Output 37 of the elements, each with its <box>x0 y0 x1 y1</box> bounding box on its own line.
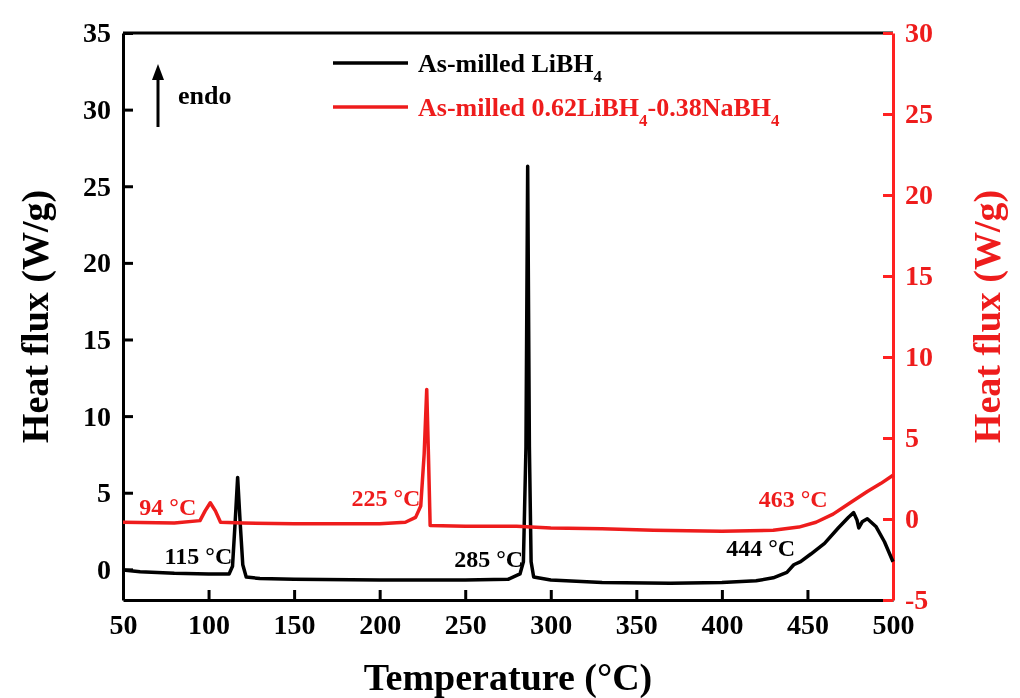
x-tick-label: 200 <box>359 608 402 640</box>
legend-label: As-milled LiBH$_{4}$ <box>418 49 603 86</box>
x-tick-label: 350 <box>615 608 658 640</box>
x-tick-label: 300 <box>530 608 573 640</box>
y2-tick-label: 25 <box>905 98 933 130</box>
y2-tick-label: 0 <box>905 503 919 535</box>
x-tick-label: 150 <box>273 608 316 640</box>
y2-tick-label: 20 <box>905 179 933 211</box>
x-tick-label: 100 <box>188 608 231 640</box>
y2-tick-label: 10 <box>905 341 933 373</box>
y2-tick-label: 30 <box>905 17 933 49</box>
y-tick-label: 25 <box>83 170 111 202</box>
y-tick-label: 15 <box>83 323 111 355</box>
x-tick-label: 450 <box>786 608 829 640</box>
y-tick-label: 20 <box>83 247 111 279</box>
annotation: 115 °C <box>164 542 233 569</box>
annotation: 444 °C <box>726 535 796 562</box>
annotation: 225 °C <box>351 484 421 511</box>
y-tick-label: 30 <box>83 94 111 126</box>
annotation: 285 °C <box>454 546 524 573</box>
x-axis-title: Temperature (°C) <box>363 656 653 698</box>
y-tick-label: 5 <box>97 477 111 509</box>
legend-label: As-milled 0.62LiBH$_{4}$-0.38NaBH$_{4}$ <box>418 93 780 130</box>
x-tick-label: 250 <box>444 608 487 640</box>
line-series <box>121 387 895 533</box>
annotation: 94 °C <box>139 493 197 520</box>
y-tick-label: 35 <box>83 17 111 49</box>
y2-tick-label: 5 <box>905 422 919 454</box>
y-tick-label: 10 <box>83 400 111 432</box>
y-tick-label: 0 <box>97 553 111 585</box>
x-tick-label: 400 <box>701 608 744 640</box>
y-axis-title: Heat flux (W/g) <box>14 189 57 444</box>
annotation: 463 °C <box>758 486 828 513</box>
annotation: endo <box>178 81 232 110</box>
x-tick-label: 50 <box>109 608 138 640</box>
y2-tick-label: 15 <box>905 260 933 292</box>
y2-axis-title: Heat flux (W/g) <box>966 189 1009 444</box>
